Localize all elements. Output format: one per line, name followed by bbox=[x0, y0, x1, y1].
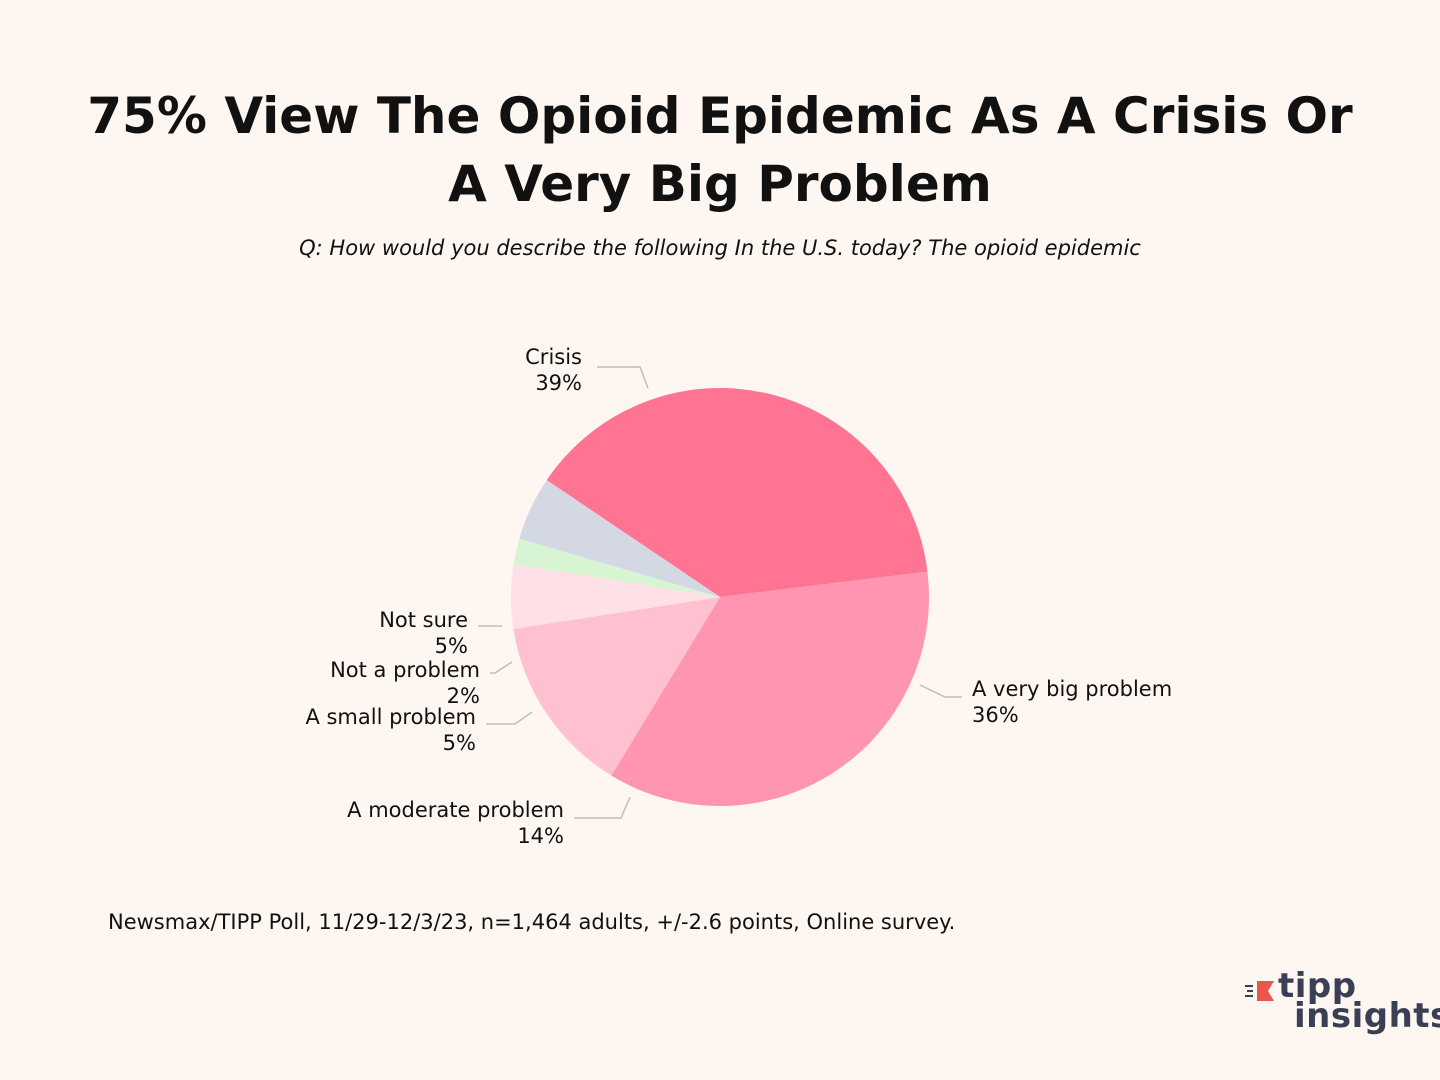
slice-value-label: 36% bbox=[972, 703, 1019, 727]
logo-word-insights: insights bbox=[1294, 996, 1440, 1036]
slice-label: A very big problem bbox=[972, 677, 1172, 701]
logo-mark-icon bbox=[1245, 981, 1274, 1001]
slice-value-label: 2% bbox=[447, 684, 480, 708]
slice-label: Crisis bbox=[525, 345, 582, 369]
slice-value-label: 14% bbox=[517, 824, 564, 848]
tipp-insights-logo: tipp insights bbox=[1244, 966, 1440, 1040]
pie-slice-a-very-big-problem bbox=[611, 571, 930, 806]
chart-subtitle: Q: How would you describe the following … bbox=[299, 236, 1141, 260]
pie-slice-not-sure bbox=[519, 480, 720, 597]
chart-title: 75% View The Opioid Epidemic As A Crisis… bbox=[87, 87, 1353, 213]
pie-slice-not-a-problem bbox=[513, 538, 720, 597]
leader-line bbox=[490, 661, 513, 674]
leader-line bbox=[486, 711, 533, 725]
source-note: Newsmax/TIPP Poll, 11/29-12/3/23, n=1,46… bbox=[108, 910, 956, 934]
pie-slice-crisis bbox=[546, 387, 928, 597]
leader-line bbox=[919, 684, 962, 698]
pie-slice-a-small-problem bbox=[510, 564, 720, 629]
slice-label: Not a problem bbox=[330, 658, 480, 682]
logo-word-tipp: tipp bbox=[1278, 966, 1357, 1006]
leader-line bbox=[597, 366, 649, 389]
slice-value-label: 39% bbox=[535, 371, 582, 395]
slice-label: A small problem bbox=[305, 705, 476, 729]
slice-label: Not sure bbox=[379, 608, 468, 632]
slice-label: A moderate problem bbox=[347, 798, 564, 822]
slice-value-label: 5% bbox=[443, 731, 476, 755]
leader-line bbox=[574, 796, 631, 819]
slice-value-label: 5% bbox=[435, 634, 468, 658]
pie-slices bbox=[510, 387, 930, 806]
pie-slice-a-moderate-problem bbox=[513, 597, 720, 776]
leader-lines bbox=[478, 366, 962, 819]
